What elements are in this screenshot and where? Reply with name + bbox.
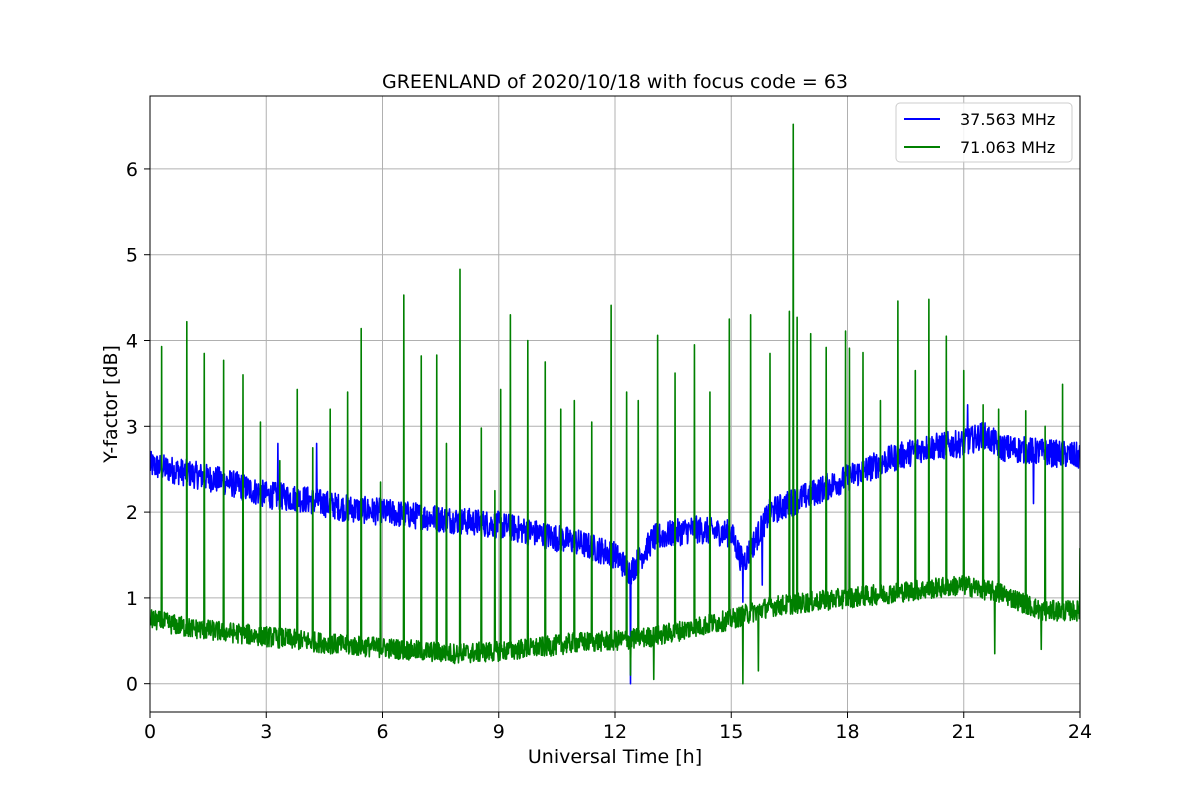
y-tick-label: 4 [126,331,138,353]
y-axis-label: Y-factor [dB] [100,345,122,464]
legend-label-series-1: 37.563 MHz [960,110,1055,129]
chart-title: GREENLAND of 2020/10/18 with focus code … [382,71,848,93]
x-tick-label: 15 [719,721,743,743]
plot-area [150,123,1080,685]
y-tick-label: 3 [126,416,138,438]
y-tick-label: 2 [126,502,138,524]
x-tick-label: 9 [493,721,505,743]
series-line-2 [150,123,1080,685]
x-axis-ticks: 0 3 6 9 12 15 18 21 24 [144,712,1092,743]
x-axis-label: Universal Time [h] [528,746,702,768]
x-tick-label: 12 [603,721,627,743]
y-tick-label: 5 [126,245,138,267]
legend-label-series-2: 71.063 MHz [960,138,1055,157]
legend: 37.563 MHz 71.063 MHz [895,102,1073,163]
y-tick-label: 1 [126,588,138,610]
y-tick-label: 0 [126,674,138,696]
x-tick-label: 0 [144,721,156,743]
series-line-1 [150,404,1080,685]
x-tick-label: 18 [835,721,859,743]
y-tick-label: 6 [126,159,138,181]
x-tick-label: 6 [376,721,388,743]
x-tick-label: 21 [952,721,976,743]
x-tick-label: 24 [1068,721,1092,743]
x-tick-label: 3 [260,721,272,743]
y-axis-ticks: 0 1 2 3 4 5 6 [126,159,150,696]
